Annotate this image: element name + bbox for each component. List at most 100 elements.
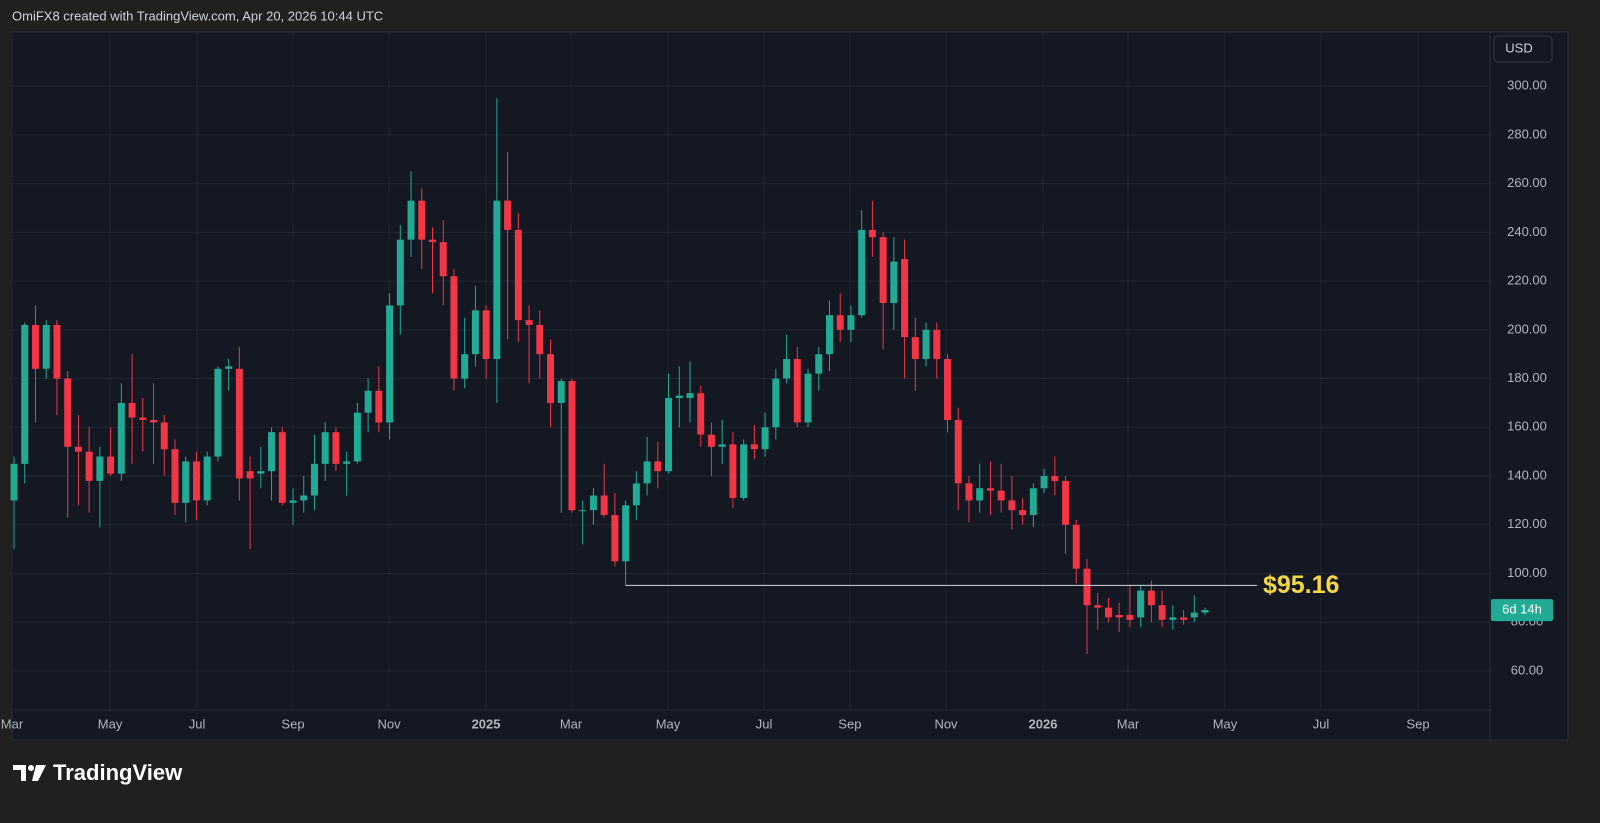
candle-body — [815, 354, 823, 374]
candle-body — [461, 354, 469, 379]
candle-body — [107, 456, 115, 474]
candle-body — [922, 329, 930, 360]
candle-body — [203, 456, 211, 501]
candle-body — [901, 259, 909, 338]
candle-body — [1147, 590, 1155, 606]
y-tick-label: 280.00 — [1507, 126, 1547, 141]
attribution: OmiFX8 created with TradingView.com, Apr… — [12, 8, 383, 23]
y-tick-label: 200.00 — [1507, 321, 1547, 336]
candle-body — [439, 242, 447, 277]
candle-body — [718, 444, 726, 447]
candle-body — [729, 444, 737, 498]
candle-body — [632, 483, 640, 506]
x-tick-label: Sep — [281, 716, 304, 731]
countdown-label: 6d 14h — [1502, 602, 1542, 617]
candle-body — [1029, 488, 1037, 516]
logo-icon — [32, 765, 46, 781]
candle-body — [600, 495, 608, 516]
candle-body — [1126, 614, 1134, 620]
candle-body — [1104, 607, 1112, 618]
candle-body — [944, 359, 951, 420]
candle-body — [1115, 614, 1123, 618]
candle-body — [74, 446, 82, 452]
candle-body — [1094, 605, 1102, 608]
candle-body — [128, 402, 136, 418]
candle-body — [557, 380, 565, 403]
candle-body — [396, 239, 404, 306]
candle-body — [772, 378, 780, 428]
x-tick-label: Sep — [838, 716, 861, 731]
candle-body — [268, 432, 276, 472]
candle-body — [343, 461, 351, 464]
candle-body — [450, 276, 458, 379]
candle-body — [1040, 476, 1048, 489]
candle-body — [879, 237, 887, 304]
candle-body — [150, 419, 158, 423]
y-tick-label: 60.00 — [1511, 662, 1544, 677]
candle-body — [117, 402, 125, 474]
candle-body — [418, 200, 426, 240]
grid — [11, 32, 1490, 710]
y-tick-label: 160.00 — [1507, 419, 1547, 434]
y-tick-label: 180.00 — [1507, 370, 1547, 385]
candle-body — [665, 398, 673, 472]
candle-body — [986, 488, 994, 491]
y-tick-label: 240.00 — [1507, 224, 1547, 239]
logo: TradingView — [13, 760, 183, 785]
candle-body — [547, 354, 555, 403]
x-tick-label: Jul — [189, 716, 206, 731]
candle-body — [568, 380, 576, 511]
candle-body — [332, 432, 340, 464]
x-tick-label: Sep — [1406, 716, 1429, 731]
candle-body — [965, 483, 973, 501]
candle-body — [85, 451, 93, 481]
candle-body — [96, 456, 104, 481]
x-tick-label: Jul — [756, 716, 773, 731]
logo-icon — [13, 765, 26, 781]
x-tick-label: 2026 — [1029, 716, 1058, 731]
candle-body — [429, 239, 436, 243]
x-tick-label: May — [98, 716, 123, 731]
candle-body — [1190, 612, 1198, 618]
x-tick-label: Jul — [1313, 716, 1330, 731]
candle-body — [300, 495, 308, 501]
candle-body — [407, 200, 415, 240]
candle-body — [750, 444, 758, 450]
candle-body — [310, 463, 318, 496]
candle-body — [761, 427, 769, 450]
candle-body — [954, 419, 962, 484]
candle-body — [804, 373, 812, 423]
candle-body — [64, 378, 72, 447]
x-tick-label: Mar — [1117, 716, 1140, 731]
candle-body — [321, 432, 329, 464]
logo-icon — [28, 765, 34, 771]
candle-body — [868, 229, 876, 238]
candle-body — [504, 200, 512, 230]
candle-body — [32, 324, 39, 369]
candle-body — [1051, 476, 1059, 481]
candle-body — [611, 515, 619, 562]
candle-body — [686, 393, 694, 399]
chart-panel — [11, 31, 1569, 741]
candle-body — [1158, 605, 1166, 620]
candle-body — [482, 310, 490, 360]
y-tick-label: 140.00 — [1507, 467, 1547, 482]
candle-body — [364, 390, 372, 413]
candle-body — [375, 390, 383, 423]
currency-label[interactable]: USD — [1505, 40, 1532, 55]
candle-body — [235, 368, 243, 479]
x-tick-label: Nov — [934, 716, 958, 731]
candle-body — [783, 359, 791, 379]
candle-body — [740, 444, 748, 498]
candle-body — [1169, 617, 1177, 620]
candle-body — [697, 393, 705, 435]
candle-body — [675, 395, 683, 399]
x-tick-label: May — [1213, 716, 1238, 731]
candle-body — [890, 261, 898, 304]
candle-body — [1180, 617, 1188, 620]
currency-button[interactable] — [1493, 35, 1553, 63]
candle-body — [353, 412, 361, 462]
candle-body — [858, 229, 866, 316]
